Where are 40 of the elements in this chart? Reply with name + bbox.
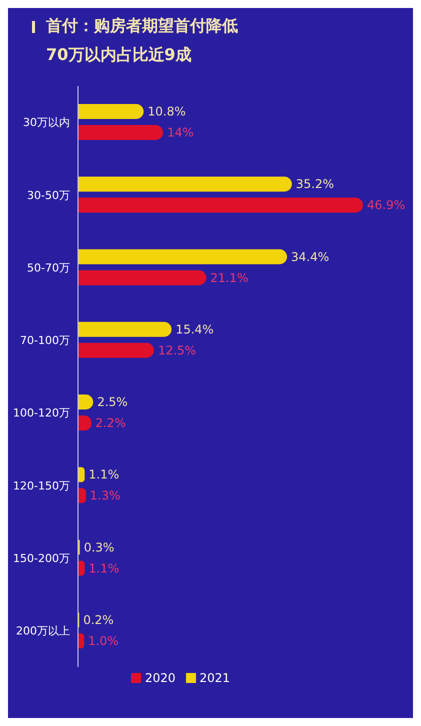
y-tick-label: 70-100万 xyxy=(20,334,70,348)
bar xyxy=(78,342,154,358)
y-tick-label: 50-70万 xyxy=(27,261,70,274)
y-tick-label: 200万以上 xyxy=(16,624,70,638)
data-label: 12.5% xyxy=(158,343,196,358)
y-tick-label: 30万以内 xyxy=(23,116,70,130)
bar xyxy=(78,322,172,337)
chart-title: 首付：购房者期望首付降低 xyxy=(46,16,239,37)
data-label: 10.8% xyxy=(148,104,186,118)
data-label: 2.2% xyxy=(95,416,126,430)
bar xyxy=(78,488,86,504)
bar xyxy=(78,270,206,286)
data-label: 14% xyxy=(167,126,194,140)
bar xyxy=(78,104,144,119)
data-label: 34.4% xyxy=(291,250,330,264)
data-label: 35.2% xyxy=(296,177,334,192)
data-label: 1.3% xyxy=(90,488,120,503)
y-tick-label: 150-200万 xyxy=(13,552,70,565)
bar xyxy=(78,176,292,192)
data-label: 46.9% xyxy=(367,198,406,212)
data-label: 0.2% xyxy=(83,612,114,627)
data-label: 15.4% xyxy=(176,322,214,336)
bar xyxy=(78,198,363,213)
legend-label: 2020 xyxy=(144,671,176,685)
y-tick-label: 100-120万 xyxy=(13,406,70,420)
bar xyxy=(78,125,164,140)
data-label: 0.3% xyxy=(84,540,114,554)
legend-label: 2021 xyxy=(200,671,230,685)
bar xyxy=(78,467,85,482)
data-label: 21.1% xyxy=(210,270,248,285)
bar xyxy=(78,560,85,576)
y-tick-label: 30-50万 xyxy=(27,188,70,202)
data-label: 2.5% xyxy=(97,395,128,409)
chart-subtitle: 70万以内占比近9成 xyxy=(46,45,192,66)
data-label: 1.1% xyxy=(88,468,120,482)
data-label: 1.0% xyxy=(88,634,119,648)
bar xyxy=(78,633,84,648)
y-tick-label: 120-150万 xyxy=(13,479,70,492)
data-label: 1.1% xyxy=(88,561,120,576)
bar xyxy=(78,249,288,264)
